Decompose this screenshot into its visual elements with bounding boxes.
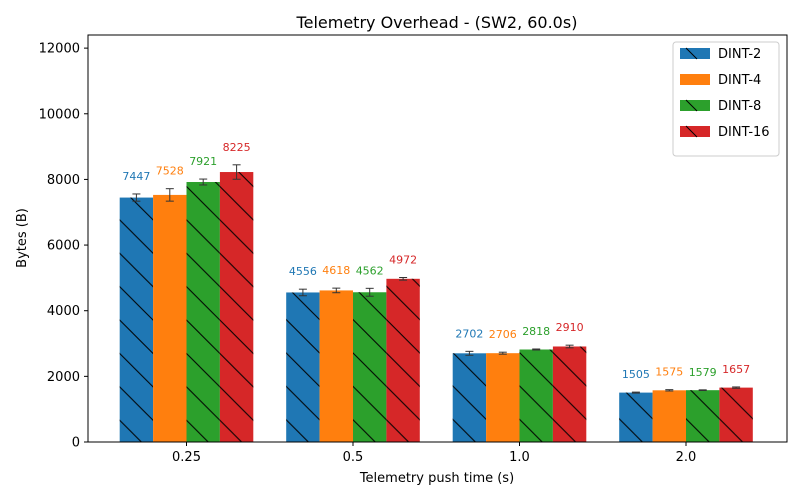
- value-label: 2706: [489, 328, 517, 341]
- x-tick-label: 0.25: [172, 450, 201, 465]
- value-label: 1505: [622, 368, 650, 381]
- y-axis: 0 2000 4000 6000 8000 10000 12000: [39, 42, 88, 451]
- bar-dint-4-1.0: [486, 353, 520, 442]
- bar-dint-4-2.0: [652, 390, 686, 442]
- y-axis-title: Bytes (B): [15, 208, 30, 268]
- legend-hatch: [685, 47, 698, 60]
- chart-title: Telemetry Overhead - (SW2, 60.0s): [296, 13, 578, 32]
- y-tick-label: 12000: [39, 42, 80, 57]
- x-tick-label: 1.0: [509, 450, 530, 465]
- legend: DINT-2 DINT-4 DINT-8 DINT-16: [672, 41, 780, 157]
- legend-label: DINT-16: [718, 125, 770, 140]
- bar-hatch: [519, 349, 553, 442]
- bar-hatch: [186, 182, 220, 443]
- y-tick-label: 10000: [39, 107, 80, 122]
- bar-dint-4-0.25: [153, 194, 187, 442]
- value-label: 1579: [689, 366, 717, 379]
- bars-layer: [119, 172, 753, 443]
- legend-hatch: [685, 99, 698, 112]
- value-label: 4618: [322, 264, 350, 277]
- value-label: 2910: [556, 321, 584, 334]
- legend-label: DINT-8: [718, 99, 761, 114]
- y-tick-label: 6000: [47, 239, 80, 254]
- value-label: 7447: [122, 170, 150, 183]
- value-label: 4562: [356, 264, 384, 277]
- legend-swatch: [680, 100, 710, 111]
- bar-hatch: [353, 292, 387, 442]
- error-bars-layer: [132, 164, 741, 394]
- legend-swatch: [680, 48, 710, 59]
- legend-swatch: [680, 126, 710, 137]
- x-tick-label: 0.5: [343, 450, 364, 465]
- x-axis-title: Telemetry push time (s): [359, 471, 514, 486]
- bar-hatch: [619, 392, 653, 442]
- y-tick-label: 8000: [47, 173, 80, 188]
- bar-hatch: [286, 292, 320, 442]
- bar-hatch: [719, 387, 753, 442]
- legend-hatch: [685, 125, 698, 138]
- legend-label: DINT-4: [718, 73, 761, 88]
- bar-hatch: [219, 172, 254, 442]
- x-tick-label: 2.0: [676, 450, 697, 465]
- value-label: 7921: [189, 155, 217, 168]
- value-label: 2818: [522, 325, 550, 338]
- bar-hatch: [386, 278, 420, 442]
- x-axis: 0.25 0.5 1.0 2.0: [172, 442, 696, 465]
- y-tick-label: 0: [72, 436, 80, 451]
- value-label: 2702: [455, 327, 483, 340]
- legend-label: DINT-2: [718, 47, 761, 62]
- bar-hatch: [452, 353, 487, 442]
- bar-hatch: [552, 346, 587, 442]
- plot-frame: [87, 34, 788, 443]
- y-tick-label: 4000: [47, 304, 80, 319]
- value-label: 8225: [223, 141, 251, 154]
- value-label: 4972: [389, 253, 417, 266]
- bar-hatch: [686, 390, 720, 442]
- legend-swatch: [680, 74, 710, 85]
- value-labels-layer: 7447 7528 7921 8225 4556 4618 4562 4972 2702 2706…: [122, 141, 750, 381]
- bar-dint-4-0.5: [319, 290, 353, 442]
- value-label: 1575: [655, 366, 683, 379]
- bar-hatch: [119, 197, 154, 442]
- y-tick-label: 2000: [47, 370, 80, 385]
- value-label: 4556: [289, 265, 317, 278]
- value-label: 7528: [156, 165, 184, 178]
- value-label: 1657: [722, 363, 750, 376]
